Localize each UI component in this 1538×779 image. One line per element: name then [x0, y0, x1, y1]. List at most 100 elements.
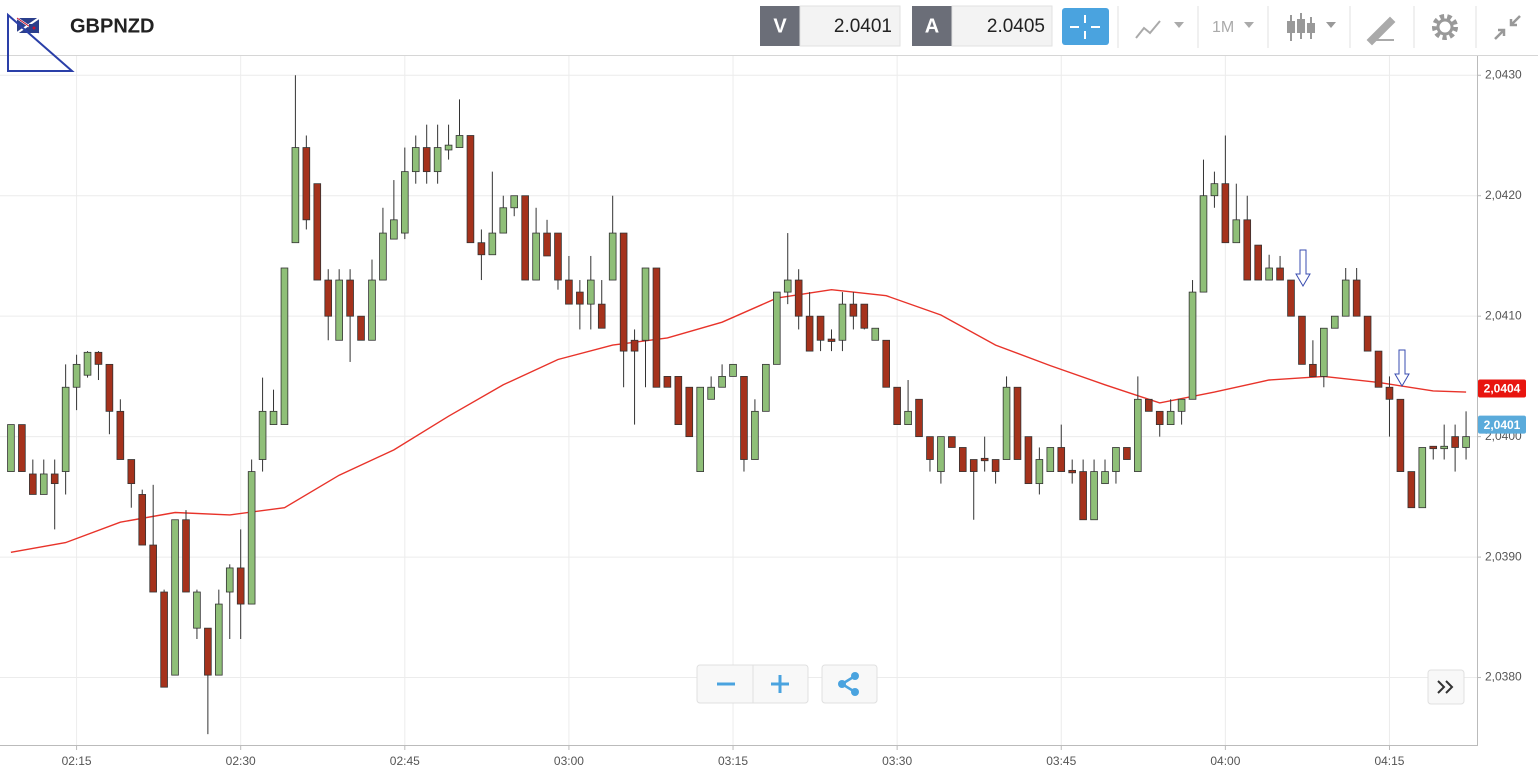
candle-body	[346, 279, 354, 317]
bid-box[interactable]: V 2.0401	[760, 5, 901, 47]
candle-body	[1320, 327, 1328, 377]
symbol-flag	[16, 17, 40, 34]
candle-style-button[interactable]	[1287, 13, 1336, 41]
candle-body	[7, 424, 15, 472]
candle-body	[904, 410, 912, 425]
candle-body	[663, 376, 672, 388]
candle-body	[794, 279, 803, 317]
candle-body	[783, 279, 792, 293]
candle-body	[313, 183, 322, 281]
candle-body	[1166, 410, 1175, 425]
candle-body	[116, 410, 125, 460]
x-tick-label: 02:15	[62, 754, 92, 768]
candle-body	[411, 147, 420, 173]
candle-body	[521, 195, 529, 281]
price-marker-label: 2,0404	[1484, 382, 1521, 396]
x-tick-label: 02:45	[390, 754, 420, 768]
candle-body	[18, 424, 26, 472]
candle-body	[1385, 386, 1394, 400]
candle-body	[1265, 267, 1273, 281]
candle-body	[1123, 447, 1131, 460]
candle-body	[1112, 447, 1120, 472]
selection-triangle	[7, 12, 75, 72]
drawing-tools-button[interactable]	[1366, 16, 1396, 46]
chart-type-button[interactable]	[1135, 20, 1184, 39]
scroll-to-end-button[interactable]	[1427, 669, 1465, 705]
candle-body	[1276, 267, 1284, 281]
price-marker-label: 2,0401	[1484, 418, 1521, 432]
candle-body	[422, 147, 431, 173]
candle-body	[357, 315, 365, 341]
candle-body	[379, 232, 387, 281]
candle-body	[1232, 219, 1241, 244]
candle-body	[302, 147, 311, 221]
candle-body	[652, 267, 661, 388]
candle-body	[455, 135, 464, 148]
candle-body	[991, 459, 1000, 472]
candle-body	[94, 351, 103, 365]
zoom-in-button[interactable]	[771, 675, 789, 693]
candle-body	[236, 567, 245, 605]
candle-body	[1374, 350, 1383, 388]
candle-body	[1330, 315, 1339, 329]
candle-body	[1243, 219, 1252, 281]
candle-body	[937, 436, 945, 472]
candle-body	[182, 519, 190, 593]
candle-body	[696, 386, 704, 472]
candle-body	[444, 144, 453, 151]
candle-body	[1341, 279, 1350, 317]
candle-body	[630, 339, 639, 352]
x-tick-label: 04:00	[1210, 754, 1240, 768]
candle-body	[291, 147, 300, 244]
symbol-title: GBPNZD	[70, 15, 154, 37]
ma-line	[10, 288, 1467, 553]
candle-body	[587, 279, 595, 305]
candle-body	[1254, 244, 1262, 281]
candle-body	[958, 447, 967, 472]
candle-body	[1035, 459, 1044, 485]
candle-body	[171, 519, 179, 676]
x-tick-label: 02:30	[226, 754, 256, 768]
candle-body	[61, 386, 70, 472]
candle-body	[893, 386, 901, 425]
ask-box[interactable]: A 2.0405	[912, 5, 1053, 47]
candle-body	[193, 591, 201, 629]
candle-body	[477, 242, 486, 256]
candle-body	[718, 376, 726, 388]
share-button[interactable]	[821, 664, 878, 704]
candle-body	[105, 363, 114, 412]
candle-body	[401, 171, 409, 234]
candle-body	[1024, 436, 1033, 485]
price-marker	[1478, 415, 1526, 434]
candle-body	[1363, 315, 1372, 352]
candle-body	[1451, 436, 1459, 448]
candle-body	[1462, 436, 1470, 448]
candle-body	[335, 279, 343, 341]
x-tick-label: 03:15	[718, 754, 748, 768]
candle-body	[1144, 398, 1153, 412]
candle-body	[1046, 447, 1055, 472]
candle-body	[816, 315, 825, 341]
candle-body	[1407, 471, 1416, 509]
y-tick-label: 2,0410	[1485, 308, 1522, 322]
candle-body	[1134, 398, 1142, 472]
candle-body	[751, 410, 759, 460]
timeframe-label: 1M	[1212, 19, 1234, 36]
crosshair-button[interactable]	[1062, 8, 1109, 45]
x-tick-label: 03:30	[882, 754, 912, 768]
settings-button[interactable]	[1432, 14, 1458, 40]
candle-body	[608, 232, 617, 281]
x-tick-label: 03:00	[554, 754, 584, 768]
candle-body	[1090, 471, 1098, 521]
candle-body	[138, 494, 147, 546]
collapse-button[interactable]	[1494, 15, 1521, 40]
candle-body	[773, 291, 781, 365]
candle-body	[1199, 195, 1208, 293]
timeframe-button[interactable]: 1M	[1212, 19, 1254, 36]
candle-body	[390, 219, 398, 240]
candle-body	[1352, 279, 1361, 317]
candle-body	[510, 195, 519, 209]
candle-body	[1155, 410, 1164, 425]
candle-body	[707, 386, 715, 400]
candle-body	[258, 410, 267, 460]
